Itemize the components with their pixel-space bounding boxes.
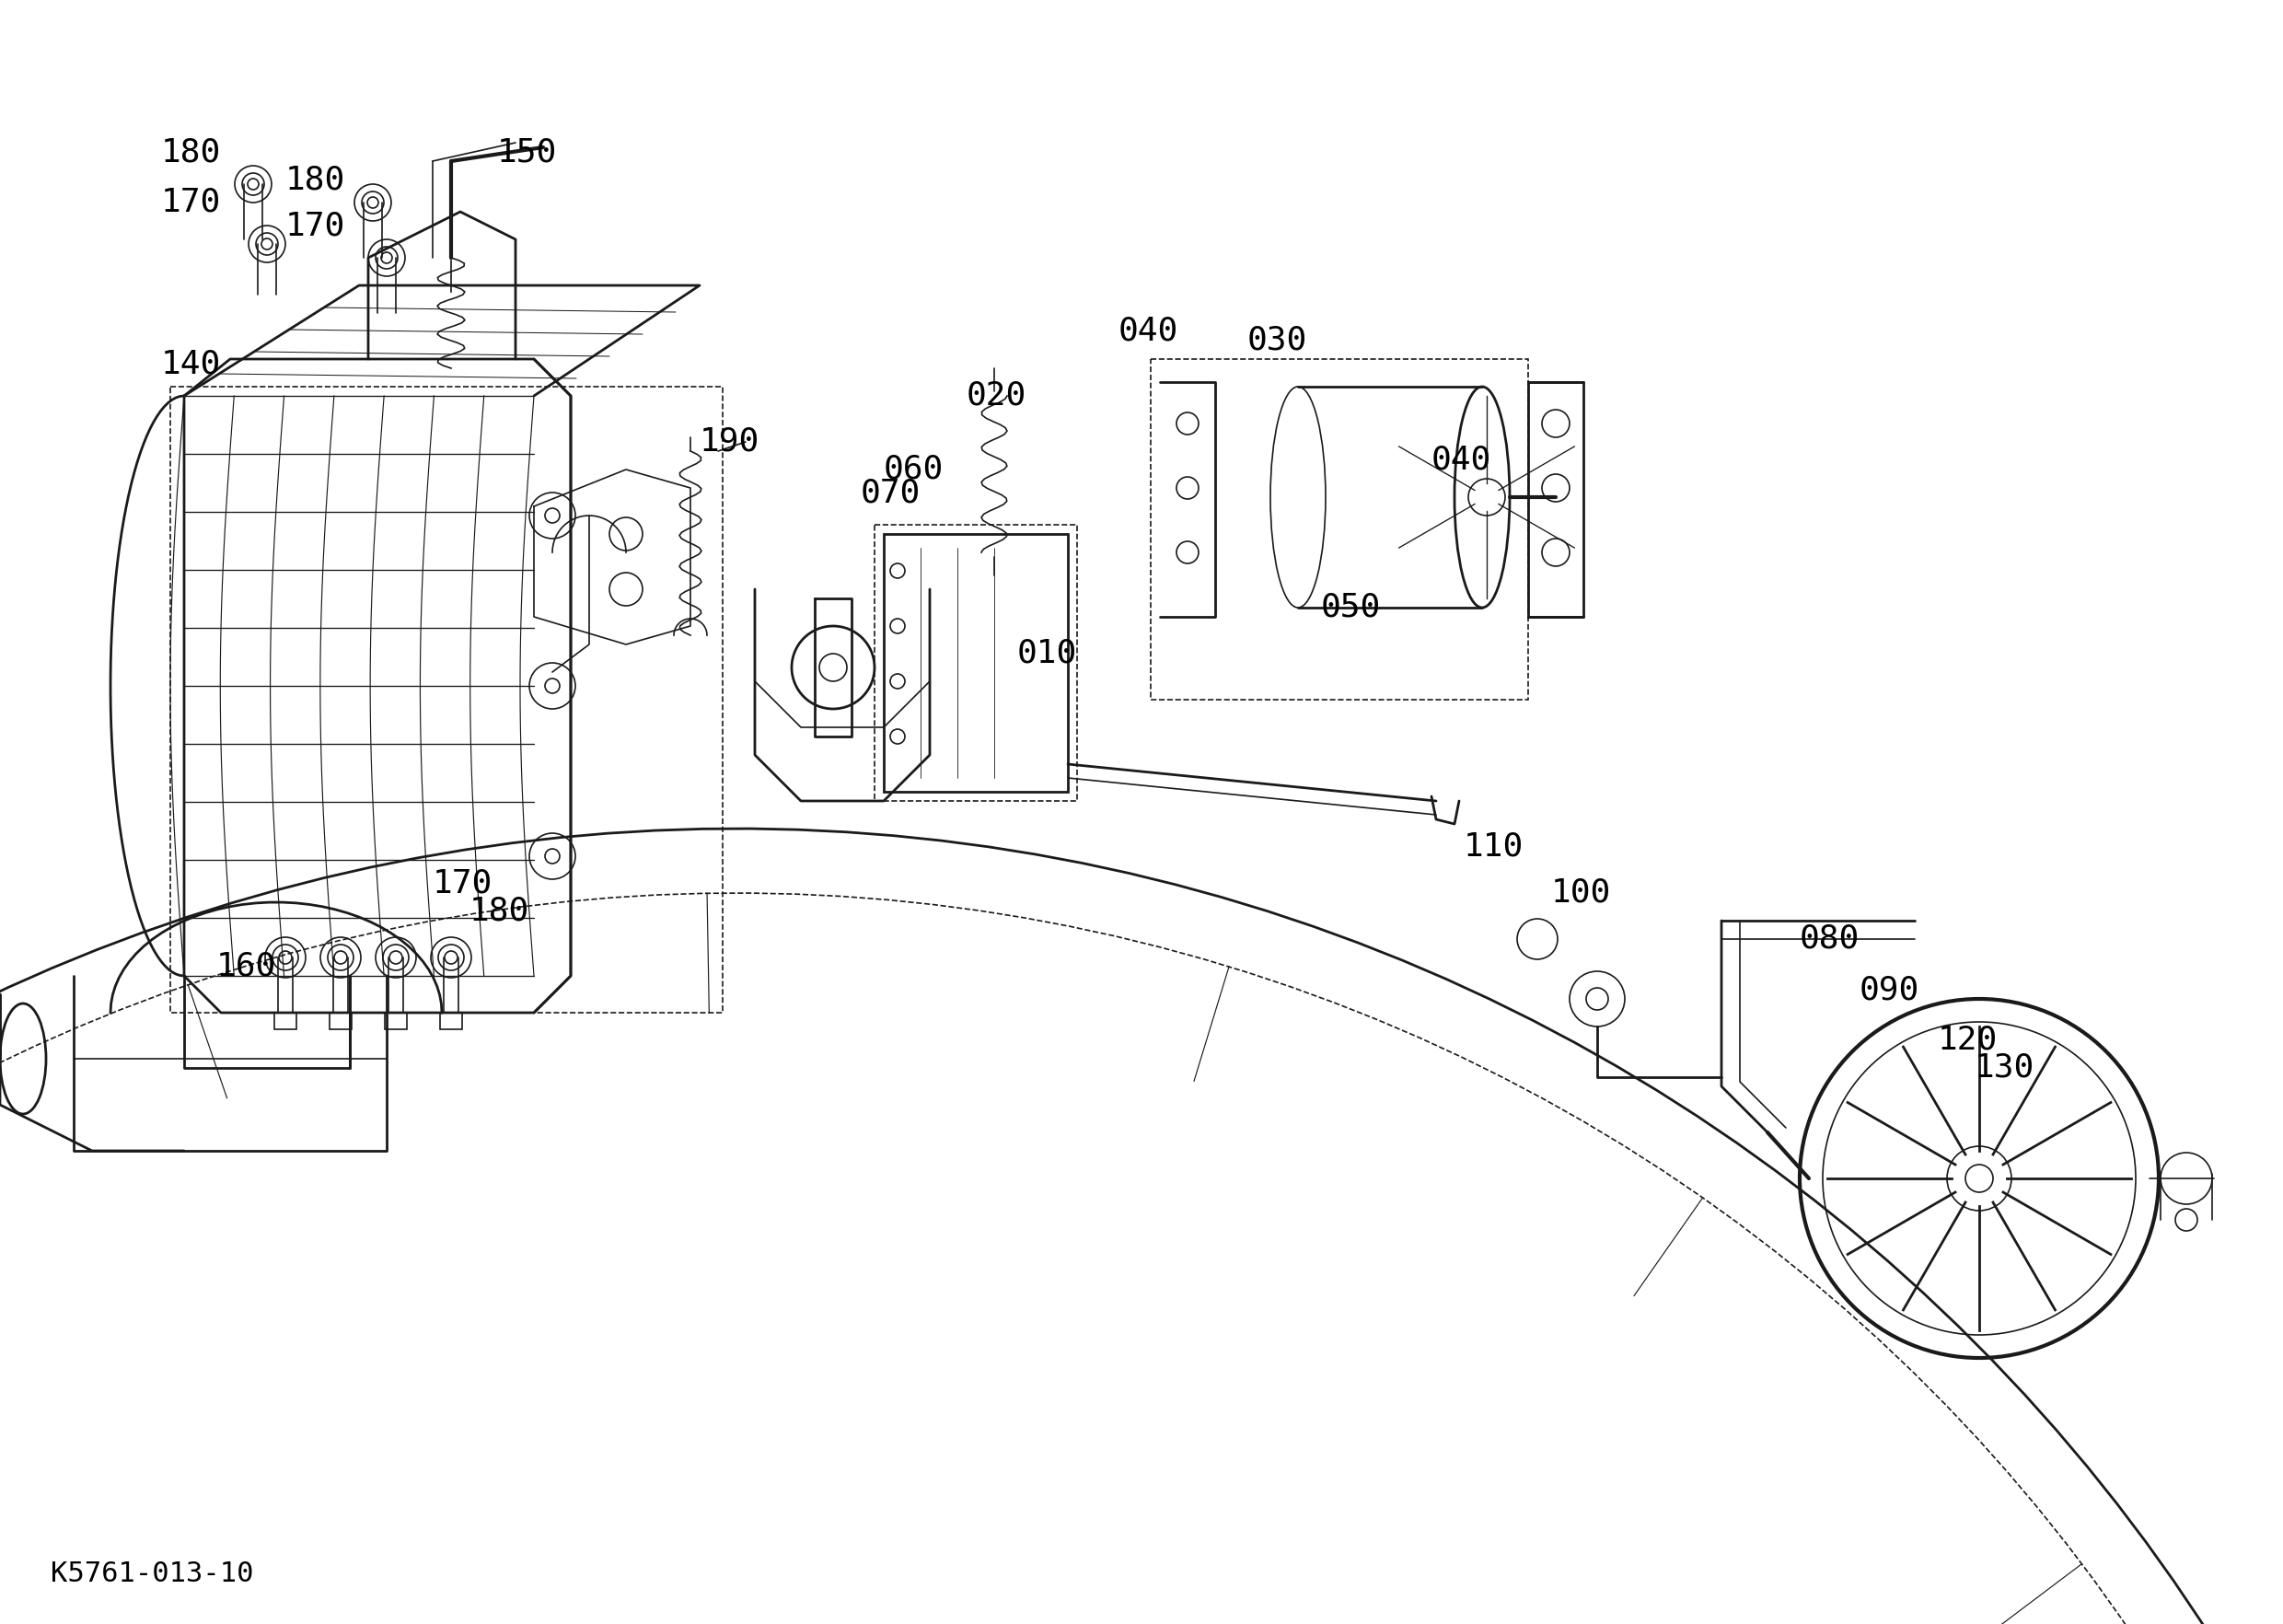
Bar <box>874 525 1078 801</box>
Text: 170: 170 <box>434 869 493 900</box>
Text: 190: 190 <box>699 425 760 458</box>
Bar <box>329 1013 352 1030</box>
Text: 080: 080 <box>1799 924 1861 955</box>
Bar <box>171 387 724 1013</box>
Bar <box>386 1013 406 1030</box>
Text: 040: 040 <box>1119 315 1178 348</box>
Text: 120: 120 <box>1938 1025 1998 1056</box>
Text: 020: 020 <box>966 380 1027 411</box>
Text: 110: 110 <box>1463 831 1523 862</box>
Text: 160: 160 <box>217 952 276 983</box>
Text: 180: 180 <box>470 896 530 927</box>
Text: 150: 150 <box>498 136 557 167</box>
Text: 030: 030 <box>1247 325 1308 356</box>
Text: 180: 180 <box>162 136 221 167</box>
Text: 170: 170 <box>162 187 221 218</box>
Bar <box>884 534 1068 793</box>
Text: 170: 170 <box>285 209 345 242</box>
Text: 140: 140 <box>162 348 221 380</box>
Text: K5761-013-10: K5761-013-10 <box>50 1561 253 1588</box>
Text: 010: 010 <box>1018 638 1078 669</box>
Text: 070: 070 <box>861 477 920 508</box>
Text: 050: 050 <box>1322 593 1381 624</box>
Text: 060: 060 <box>884 453 943 486</box>
Bar <box>441 1013 461 1030</box>
Text: 040: 040 <box>1431 445 1491 476</box>
Text: 130: 130 <box>1975 1052 2034 1083</box>
Text: 090: 090 <box>1861 974 1920 1005</box>
Bar <box>274 1013 297 1030</box>
Bar <box>1151 359 1527 700</box>
Text: 100: 100 <box>1550 877 1612 909</box>
Text: 180: 180 <box>285 164 345 195</box>
